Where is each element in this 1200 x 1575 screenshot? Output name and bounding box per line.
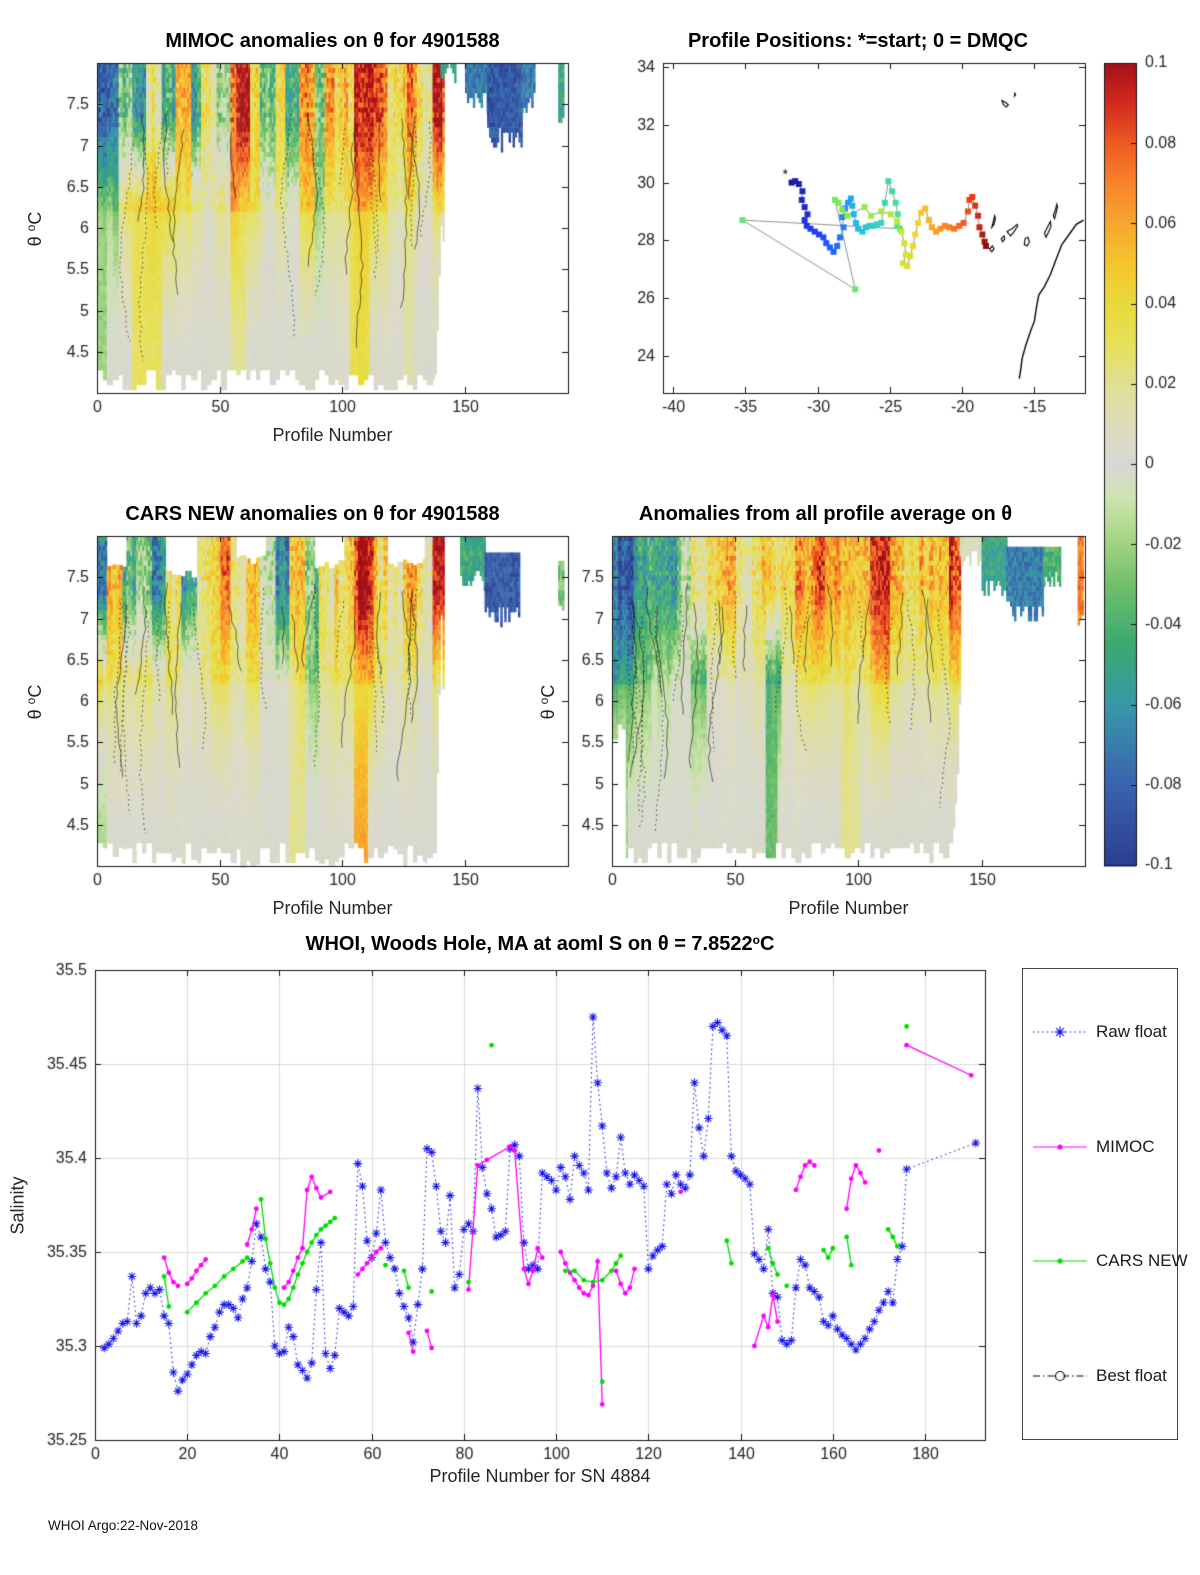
salinity-title: WHOI, Woods Hole, MA at aoml S on θ = 7.…: [305, 933, 775, 955]
mimoc-ylabel: θ oC: [24, 211, 45, 247]
mimoc-title: MIMOC anomalies on θ for 4901588: [165, 30, 500, 52]
profile-positions-map-canvas: [600, 50, 1105, 445]
all-profile-ylabel: θ oC: [537, 684, 558, 720]
all-profile-xlabel: Profile Number: [788, 898, 909, 918]
legend-label-best-float: Best float: [1096, 1365, 1167, 1385]
salinity-plot-canvas: [25, 950, 1000, 1465]
cars-title: CARS NEW anomalies on θ for 4901588: [125, 503, 500, 525]
cars-ylabel: θ oC: [24, 684, 45, 720]
legend-item-raw-float: Raw float: [1031, 1022, 1173, 1042]
cars-new-legend-sample-icon: [1031, 1252, 1089, 1271]
legend-item-mimoc: MIMOC: [1031, 1137, 1173, 1157]
legend: Raw float MIMOC CARS NEW Best float: [1022, 968, 1188, 1440]
legend-item-cars-new: CARS NEW: [1031, 1251, 1188, 1271]
mimoc-heatmap-canvas: [40, 50, 585, 445]
colorbar-canvas: [1090, 48, 1200, 883]
footer-timestamp: WHOI Argo:22-Nov-2018: [48, 1518, 199, 1533]
cars-xlabel: Profile Number: [272, 898, 393, 918]
mimoc-xlabel: Profile Number: [272, 425, 393, 445]
salinity-ylabel: Salinity: [7, 1176, 28, 1235]
best-float-legend-sample-icon: [1031, 1366, 1089, 1385]
salinity-xlabel: Profile Number for SN 4884: [429, 1466, 651, 1486]
all-profile-title: Anomalies from all profile average on θ: [638, 503, 1013, 525]
cars-heatmap-canvas: [40, 523, 585, 918]
positions-title: Profile Positions: *=start; 0 = DMQC: [687, 30, 1029, 52]
raw-float-legend-sample-icon: [1031, 1023, 1089, 1042]
legend-label-mimoc: MIMOC: [1096, 1136, 1155, 1156]
all-profile-heatmap-canvas: [555, 523, 1100, 918]
legend-label-raw-float: Raw float: [1096, 1022, 1167, 1042]
legend-label-cars-new: CARS NEW: [1096, 1251, 1188, 1271]
legend-item-best-float: Best float: [1031, 1366, 1173, 1386]
mimoc-legend-sample-icon: [1031, 1137, 1089, 1156]
